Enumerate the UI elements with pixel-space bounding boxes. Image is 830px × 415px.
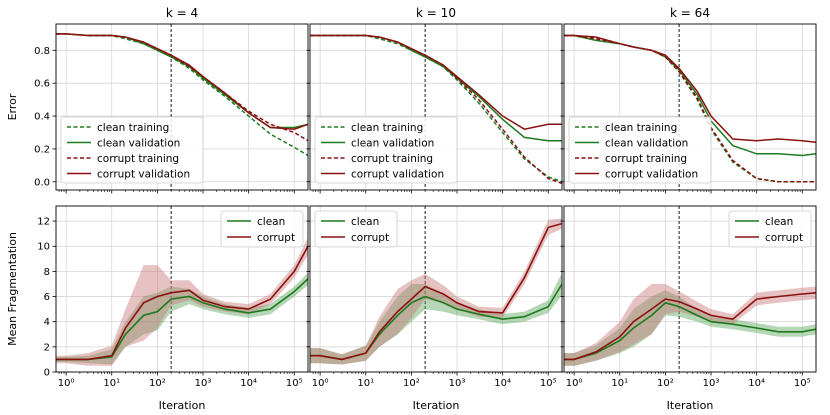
legend-box	[60, 116, 204, 184]
x-tick-label: 10⁵	[286, 378, 303, 389]
legend-entry: clean validation	[97, 137, 180, 149]
corrupt-validation-line	[56, 33, 308, 130]
fragmentation-y-label: Mean Fragmentation	[6, 232, 19, 346]
x-tick-label: 10⁵	[540, 378, 557, 389]
axes-frame	[563, 23, 817, 191]
legend-entry: clean validation	[605, 137, 688, 149]
x-tick-label: 10⁴	[748, 378, 765, 389]
y-tick-label: 0.0	[34, 177, 50, 188]
legend-box	[220, 210, 304, 248]
x-tick-label: 10⁰	[566, 378, 583, 389]
error-y-label: Error	[6, 93, 19, 120]
corrupt-error-band	[56, 237, 308, 366]
x-tick-label: 10³	[195, 378, 212, 389]
y-tick-label: 0.6	[34, 79, 50, 90]
x-tick-label: 10¹	[611, 378, 628, 389]
corrupt-training-line	[564, 34, 816, 183]
legend-entry: corrupt training	[351, 153, 433, 165]
legend-box	[314, 210, 398, 248]
panel-title-k10: k = 10	[416, 6, 456, 20]
legend-entry: clean	[257, 216, 285, 228]
x-tick-label: 10²	[657, 378, 674, 389]
x-tick-label: 10²	[403, 378, 420, 389]
legend-entry: corrupt	[257, 232, 295, 244]
legend-entry: clean validation	[351, 137, 434, 149]
panel-frag-1: 10⁰ 10¹ 10² 10³ 10⁴ 10⁵ clean corrupt	[306, 205, 563, 389]
corrupt-series-line	[56, 245, 308, 361]
legend-entry: corrupt	[351, 232, 389, 244]
legend-entry: clean training	[351, 122, 423, 134]
series-group	[564, 34, 816, 183]
y-tick-label: 0.8	[34, 46, 50, 57]
axes-frame	[55, 205, 309, 373]
x-tick-label: 10⁰	[312, 378, 329, 389]
corrupt-series-line	[564, 292, 816, 361]
corrupt-series-line	[310, 222, 562, 361]
y-tick-label: 10	[37, 242, 50, 253]
legend-entry: corrupt validation	[605, 168, 698, 180]
series-group	[310, 218, 562, 365]
y-tick-label: 0.2	[34, 144, 50, 155]
y-tick-label: 12	[37, 217, 50, 228]
y-tick-label: 4	[44, 317, 50, 328]
axes-frame	[309, 23, 563, 191]
x-tick-label: 10¹	[103, 378, 120, 389]
y-tick-label: 6	[44, 292, 50, 303]
y-tick-label: 2	[44, 342, 50, 353]
corrupt-error-band	[564, 284, 816, 366]
legend-box	[314, 116, 458, 184]
legend-entry: corrupt validation	[97, 168, 190, 180]
axes-frame	[309, 205, 563, 373]
x-tick-label: 10⁴	[494, 378, 511, 389]
y-tick-label: 0.4	[34, 112, 50, 123]
x-tick-label: 10³	[703, 378, 720, 389]
x-tick-label: 10⁵	[794, 378, 811, 389]
corrupt-validation-line	[564, 34, 816, 144]
legend-entry: clean	[351, 216, 379, 228]
panel-frag-0: 0 2 4 6 8 10 12 10⁰ 10¹ 10² 10³ 10⁴ 10⁵ clean corrupt	[37, 205, 309, 389]
series-group	[310, 34, 562, 185]
panel-title-k64: k = 64	[670, 6, 710, 20]
series-group	[564, 284, 816, 366]
legend-entry: clean training	[97, 122, 169, 134]
clean-error-band	[564, 290, 816, 366]
panel-error-0: 0.0 0.2 0.4 0.6 0.8 clean training clean valid…	[34, 23, 309, 194]
panel-frag-2: 10⁰ 10¹ 10² 10³ 10⁴ 10⁵ clean corrupt	[560, 205, 817, 389]
legend-entry: corrupt validation	[351, 168, 444, 180]
x-tick-label: 10²	[149, 378, 166, 389]
legend-entry: corrupt	[765, 232, 803, 244]
clean-validation-line	[564, 34, 816, 157]
panel-title-k4: k = 4	[166, 6, 198, 20]
legend-entry: corrupt training	[97, 153, 179, 165]
panel-error-1: clean training clean validation corrupt tr…	[306, 23, 563, 194]
legend-entry: clean training	[605, 122, 677, 134]
x-tick-label: 10³	[449, 378, 466, 389]
corrupt-validation-line	[310, 34, 562, 130]
x-label-k64: Iteration	[667, 399, 714, 412]
x-label-k10: Iteration	[413, 399, 460, 412]
axes-frame	[55, 23, 309, 191]
y-tick-label: 0	[44, 368, 50, 379]
legend-entry: corrupt training	[605, 153, 687, 165]
legend-box	[728, 210, 812, 248]
y-tick-label: 8	[44, 267, 50, 278]
legend-entry: clean	[765, 216, 793, 228]
x-tick-label: 10¹	[357, 378, 374, 389]
x-tick-label: 10⁴	[240, 378, 257, 389]
legend-box	[568, 116, 712, 184]
x-tick-label: 10⁰	[58, 378, 75, 389]
series-group	[56, 237, 308, 366]
panel-error-2: clean training clean validation corrupt tr…	[560, 23, 817, 194]
x-label-k4: Iteration	[159, 399, 206, 412]
series-group	[56, 33, 308, 157]
axes-frame	[563, 205, 817, 373]
clean-series-line	[564, 301, 816, 361]
